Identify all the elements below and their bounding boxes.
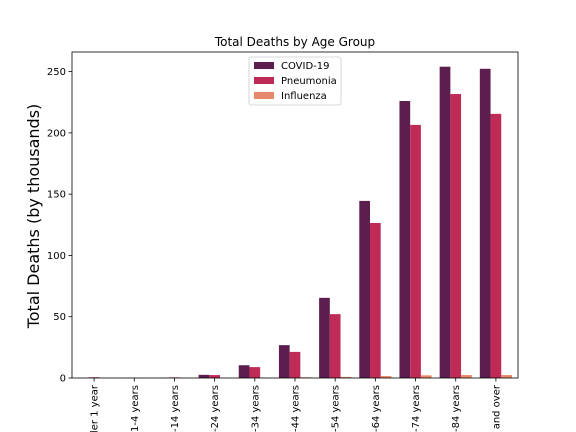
bar-covid-19-10	[479, 68, 491, 378]
y-tick-label: 0	[60, 374, 66, 385]
bar-pneumonia-6	[329, 314, 341, 378]
x-tick-label: 75-84 years	[451, 385, 462, 432]
x-tick-label: 5-14 years	[170, 385, 181, 432]
bar-covid-19-7	[359, 200, 371, 378]
x-tick-label: 35-44 years	[291, 385, 302, 432]
bar-influenza-8	[420, 375, 432, 378]
bars-group	[78, 66, 512, 379]
bar-influenza-10	[501, 375, 512, 378]
legend-swatch	[254, 92, 274, 99]
y-tick-label: 250	[47, 67, 66, 78]
legend-label: COVID-19	[281, 61, 330, 72]
bar-covid-19-5	[278, 345, 290, 378]
bar-influenza-6	[340, 376, 352, 378]
legend-swatch	[254, 77, 274, 84]
legend: COVID-19 Pneumonia Influenza	[248, 56, 342, 106]
y-axis-label: Total Deaths (by thousands)	[24, 104, 43, 330]
bar-covid-19-9	[439, 66, 451, 379]
y-tick-label: 150	[47, 190, 66, 201]
x-tick-label: 15-24 years	[210, 385, 221, 432]
x-tick-label: 65-74 years	[411, 385, 422, 432]
x-tick-label: 85 years and over	[491, 384, 502, 432]
y-axis-ticks: 0 50 100 150 200 250	[47, 67, 72, 385]
bar-pneumonia-8	[410, 124, 421, 378]
x-tick-label: 25-34 years	[250, 385, 261, 432]
bar-pneumonia-3	[209, 375, 220, 378]
bar-covid-19-8	[399, 101, 411, 378]
bar-covid-19-4	[238, 365, 250, 378]
plot-frame	[71, 51, 519, 379]
bar-pneumonia-4	[249, 367, 261, 378]
bar-influenza-7	[380, 376, 392, 378]
x-tick-label: 55-64 years	[371, 385, 382, 432]
bar-influenza-9	[461, 375, 472, 378]
bar-pneumonia-10	[490, 113, 502, 378]
bar-pneumonia-7	[370, 222, 381, 378]
y-tick-label: 200	[47, 128, 66, 139]
legend-swatch	[254, 62, 274, 69]
bar-covid-19-6	[319, 297, 330, 378]
bar-covid-19-3	[198, 374, 210, 378]
y-tick-label: 100	[47, 251, 66, 262]
x-tick-label: 1-4 years	[130, 385, 141, 432]
chart-title: Total Deaths by Age Group	[214, 35, 375, 49]
legend-label: Influenza	[281, 91, 327, 102]
bar-pneumonia-5	[289, 351, 301, 378]
y-tick-label: 50	[53, 312, 66, 323]
bar-pneumonia-9	[450, 94, 462, 379]
x-tick-label: 45-54 years	[331, 385, 342, 432]
legend-label: Pneumonia	[281, 76, 337, 87]
x-tick-label: Under 1 year	[90, 384, 101, 432]
x-axis-ticks: Under 1 year 1-4 years 5-14 years 15-24 yea…	[90, 378, 502, 432]
